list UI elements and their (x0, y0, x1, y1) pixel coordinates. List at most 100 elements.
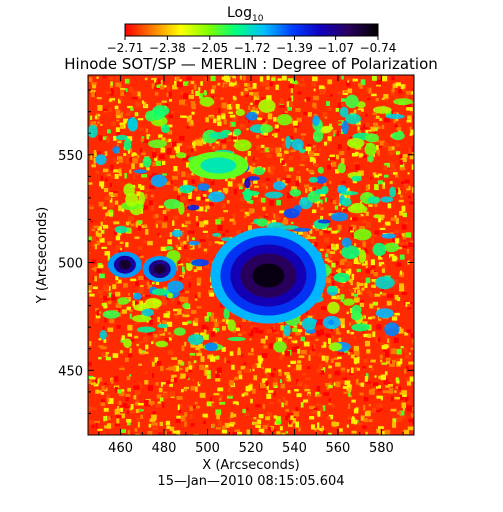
heatmap-cell (132, 174, 135, 179)
heatmap-cell (387, 384, 394, 387)
heatmap-cell (284, 110, 288, 113)
heatmap-cell (139, 128, 144, 131)
heatmap-patch (351, 175, 363, 182)
heatmap-cell (232, 213, 236, 220)
heatmap-cell (354, 287, 360, 290)
heatmap-cell (347, 187, 350, 193)
heatmap-cell (362, 321, 368, 326)
heatmap-cell (254, 157, 259, 161)
heatmap-cell (130, 278, 137, 282)
heatmap-patch (317, 166, 324, 174)
heatmap-cell (317, 199, 323, 205)
heatmap-cell (321, 306, 327, 310)
heatmap-patch (330, 212, 349, 222)
heatmap-cell (287, 192, 293, 199)
heatmap-cell (228, 424, 234, 427)
heatmap-cell (174, 377, 178, 383)
heatmap-cell (193, 269, 198, 273)
heatmap-cell (143, 274, 149, 280)
heatmap-cell (397, 358, 403, 365)
heatmap-cell (231, 115, 238, 122)
heatmap-cell (148, 319, 154, 325)
heatmap-cell (390, 293, 394, 299)
heatmap-cell (224, 191, 228, 194)
heatmap-cell (313, 95, 319, 101)
heatmap-cell (193, 433, 199, 435)
heatmap-cell (309, 405, 315, 409)
heatmap-cell (168, 114, 173, 119)
heatmap-cell (137, 421, 140, 428)
heatmap-patch (317, 219, 331, 224)
heatmap-cell (146, 167, 150, 171)
heatmap-cell (305, 234, 311, 240)
heatmap-cell (105, 352, 110, 355)
heatmap-cell (214, 241, 220, 244)
heatmap-cell (253, 417, 257, 420)
heatmap-cell (290, 95, 294, 102)
heatmap-cell (230, 121, 236, 127)
heatmap-cell (368, 316, 372, 320)
heatmap-cell (165, 310, 169, 314)
heatmap-cell (145, 229, 149, 235)
heatmap-cell (412, 102, 414, 105)
heatmap-cell (100, 392, 105, 395)
heatmap-cell (184, 433, 190, 435)
heatmap-cell (157, 329, 163, 334)
heatmap-cell (290, 415, 294, 420)
heatmap-cell (367, 97, 371, 100)
heatmap-cell (276, 152, 282, 157)
heatmap-cell (363, 213, 367, 217)
heatmap-cell (350, 332, 354, 335)
heatmap-patch (385, 114, 405, 119)
heatmap-cell (169, 99, 172, 102)
heatmap-cell (107, 241, 112, 246)
heatmap-cell (360, 214, 364, 217)
heatmap-cell (380, 395, 383, 401)
heatmap-cell (161, 222, 168, 229)
heatmap-cell (357, 170, 364, 176)
heatmap-cell (399, 167, 406, 171)
heatmap-cell (272, 133, 277, 136)
heatmap-cell (109, 84, 113, 89)
heatmap-cell (133, 395, 137, 400)
heatmap-cell (105, 356, 111, 361)
heatmap-cell (127, 419, 131, 426)
heatmap-cell (277, 177, 281, 182)
heatmap-cell (402, 212, 407, 218)
heatmap-cell (152, 152, 157, 158)
heatmap-cell (151, 361, 155, 367)
heatmap-patch (285, 135, 292, 149)
heatmap-cell (130, 339, 135, 342)
y-axis-label: Y (Arcseconds) (35, 207, 50, 304)
heatmap-cell (198, 243, 201, 249)
heatmap-cell (298, 355, 305, 358)
heatmap-cell (266, 393, 272, 399)
heatmap-cell (292, 120, 298, 126)
heatmap-cell (221, 429, 228, 434)
heatmap-cell (101, 182, 104, 189)
heatmap-cell (244, 88, 249, 93)
heatmap-cell (120, 247, 123, 251)
heatmap-cell (409, 132, 413, 136)
heatmap-cell (115, 235, 121, 241)
heatmap-cell (288, 155, 293, 160)
heatmap-cell (302, 372, 307, 376)
heatmap-cell (325, 333, 331, 338)
heatmap-cell (372, 172, 377, 176)
heatmap-cell (239, 75, 243, 80)
heatmap-cell (281, 432, 286, 435)
heatmap-cell (390, 90, 395, 96)
heatmap-cell (136, 343, 140, 347)
heatmap-cell (182, 266, 185, 272)
heatmap-cell (312, 209, 317, 214)
heatmap-cell (206, 401, 212, 407)
heatmap-cell (161, 382, 166, 385)
heatmap-cell (392, 237, 395, 243)
heatmap-cell (203, 248, 208, 252)
heatmap-cell (314, 200, 320, 204)
heatmap-cell (268, 343, 273, 349)
heatmap-cell (113, 376, 119, 382)
heatmap-cell (188, 368, 192, 373)
heatmap-cell (139, 382, 142, 389)
heatmap-cell (102, 432, 105, 435)
